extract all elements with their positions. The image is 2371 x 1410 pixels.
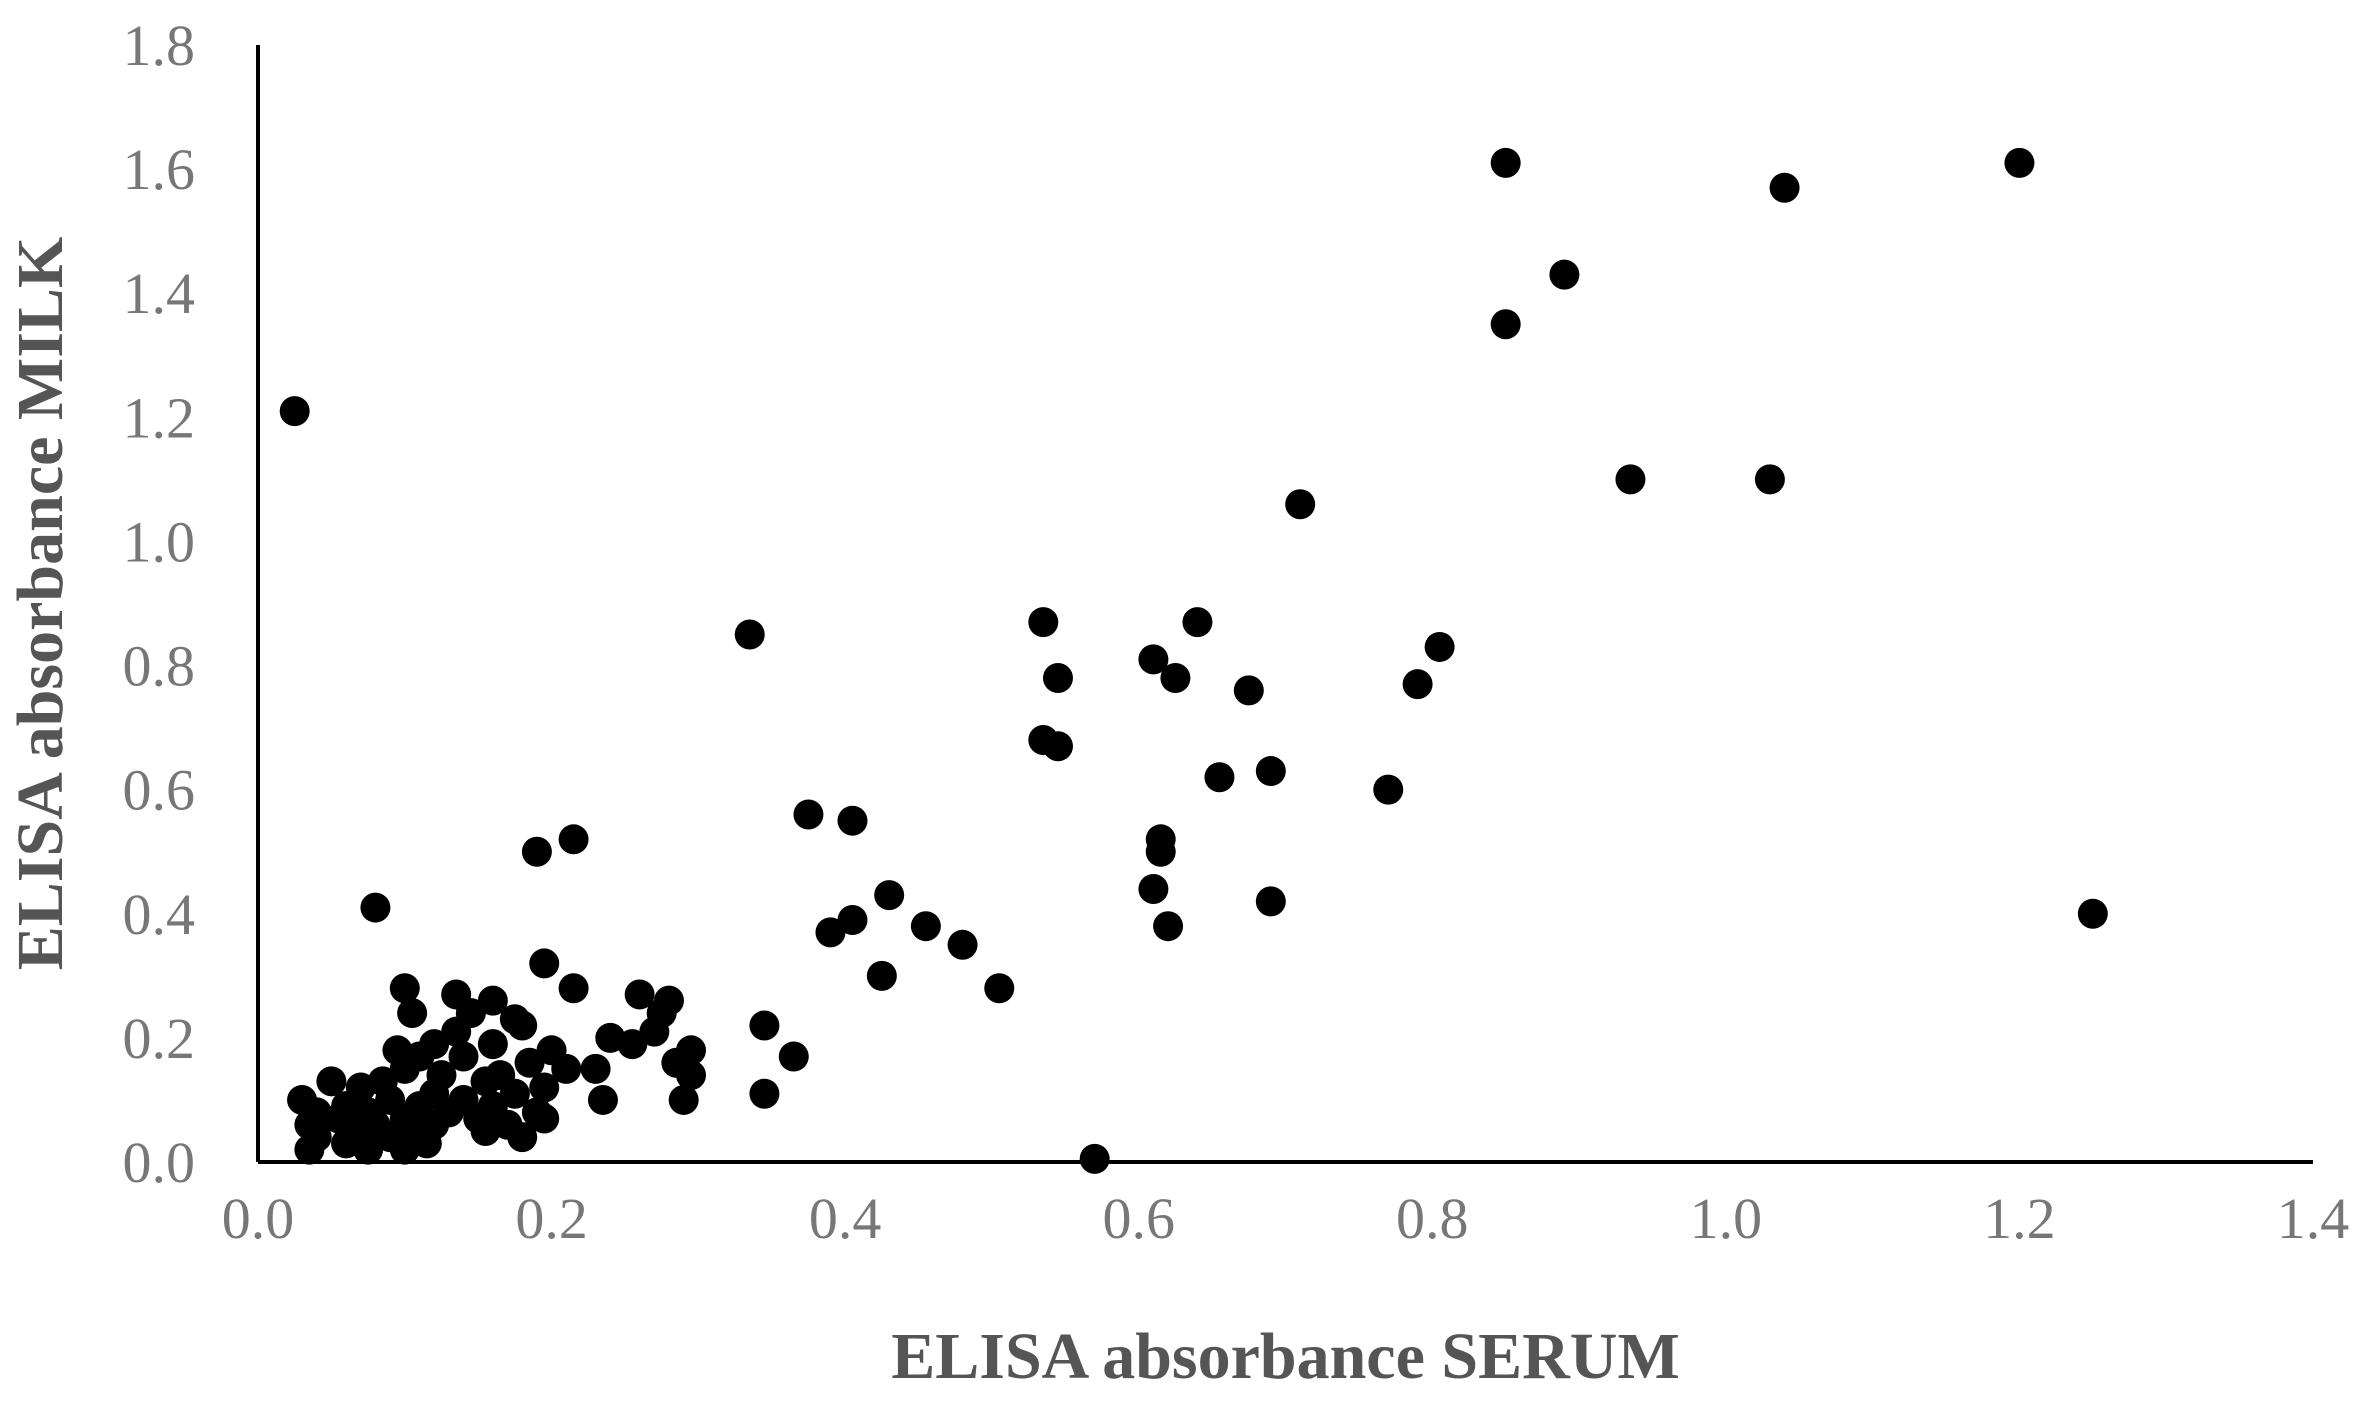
- y-tick-label: 1.0: [123, 509, 196, 574]
- data-point: [1754, 464, 1785, 495]
- data-point: [624, 979, 655, 1010]
- data-point: [470, 1115, 501, 1146]
- data-point: [521, 836, 552, 867]
- data-point: [1160, 662, 1191, 693]
- data-point: [866, 960, 897, 991]
- data-point: [477, 985, 508, 1016]
- data-point: [1255, 886, 1286, 917]
- data-point: [874, 880, 905, 911]
- data-point: [1138, 644, 1169, 675]
- data-point: [617, 1029, 648, 1060]
- y-tick-label: 0.0: [123, 1130, 196, 1195]
- data-point: [1042, 662, 1073, 693]
- data-point: [1145, 836, 1176, 867]
- data-point: [1285, 489, 1316, 520]
- data-point: [1028, 607, 1059, 638]
- data-point: [1490, 147, 1521, 178]
- data-point: [1233, 675, 1264, 706]
- data-point: [353, 1134, 384, 1165]
- y-axis-title: ELISA absorbance MILK: [4, 237, 77, 970]
- data-point: [1769, 172, 1800, 203]
- x-tick-label: 0.0: [222, 1186, 295, 1251]
- data-point: [279, 396, 310, 427]
- x-tick-label: 0.2: [515, 1186, 588, 1251]
- data-point: [1490, 309, 1521, 340]
- x-tick-label: 0.6: [1102, 1186, 1175, 1251]
- data-point: [499, 1078, 530, 1109]
- data-point: [580, 1053, 611, 1084]
- x-tick-label: 1.2: [1983, 1186, 2056, 1251]
- x-tick-label: 1.4: [2277, 1186, 2350, 1251]
- y-tick-label: 0.6: [123, 758, 196, 823]
- data-point: [1153, 911, 1184, 942]
- x-tick-label: 0.4: [809, 1186, 882, 1251]
- data-point: [1373, 774, 1404, 805]
- data-point: [441, 1016, 472, 1047]
- data-points: [279, 147, 2108, 1174]
- data-point: [749, 1010, 780, 1041]
- data-point: [668, 1084, 699, 1115]
- data-point: [793, 799, 824, 830]
- data-point: [514, 1047, 545, 1078]
- data-point: [558, 973, 589, 1004]
- data-point: [448, 1041, 479, 1072]
- data-point: [1615, 464, 1646, 495]
- data-point: [778, 1041, 809, 1072]
- y-tick-label: 1.4: [123, 261, 196, 326]
- x-tick-label: 1.0: [1690, 1186, 1763, 1251]
- data-point: [837, 904, 868, 935]
- data-point: [910, 911, 941, 942]
- y-tick-label: 1.2: [123, 385, 196, 450]
- data-point: [1549, 259, 1580, 290]
- data-point: [507, 1122, 538, 1153]
- data-point: [389, 1053, 420, 1084]
- y-tick-labels: 0.0 0.2 0.4 0.6 0.8 1.0 1.2 1.4 1.6 1.8: [123, 13, 196, 1195]
- data-point: [815, 917, 846, 948]
- data-point: [734, 619, 765, 650]
- x-tick-label: 0.8: [1396, 1186, 1469, 1251]
- y-tick-label: 0.4: [123, 882, 196, 947]
- data-point: [529, 948, 560, 979]
- x-axis-title: ELISA absorbance SERUM: [891, 1320, 1680, 1393]
- data-point: [947, 929, 978, 960]
- y-tick-label: 1.8: [123, 13, 196, 78]
- data-point: [639, 1016, 670, 1047]
- data-point: [470, 1066, 501, 1097]
- data-point: [2004, 147, 2035, 178]
- data-point: [676, 1060, 707, 1091]
- y-tick-label: 0.2: [123, 1006, 196, 1071]
- data-point: [1424, 631, 1455, 662]
- data-point: [529, 1103, 560, 1134]
- data-point: [587, 1084, 618, 1115]
- data-point: [558, 824, 589, 855]
- data-point: [1204, 762, 1235, 793]
- y-tick-label: 1.6: [123, 137, 196, 202]
- data-point: [837, 805, 868, 836]
- data-point: [389, 1134, 420, 1165]
- data-point: [316, 1066, 347, 1097]
- data-point: [397, 998, 428, 1029]
- data-point: [1255, 756, 1286, 787]
- data-point: [294, 1134, 325, 1165]
- data-point: [477, 1029, 508, 1060]
- data-point: [360, 892, 391, 923]
- data-point: [551, 1053, 582, 1084]
- y-tick-label: 0.8: [123, 634, 196, 699]
- x-tick-labels: 0.0 0.2 0.4 0.6 0.8 1.0 1.2 1.4: [222, 1186, 2350, 1251]
- data-point: [529, 1072, 560, 1103]
- data-point: [984, 973, 1015, 1004]
- data-point: [1042, 731, 1073, 762]
- data-point: [1138, 873, 1169, 904]
- data-point: [749, 1078, 780, 1109]
- data-point: [2077, 898, 2108, 929]
- data-point: [1402, 669, 1433, 700]
- data-point: [1079, 1143, 1110, 1174]
- data-point: [507, 1010, 538, 1041]
- data-point: [389, 973, 420, 1004]
- data-point: [1182, 607, 1213, 638]
